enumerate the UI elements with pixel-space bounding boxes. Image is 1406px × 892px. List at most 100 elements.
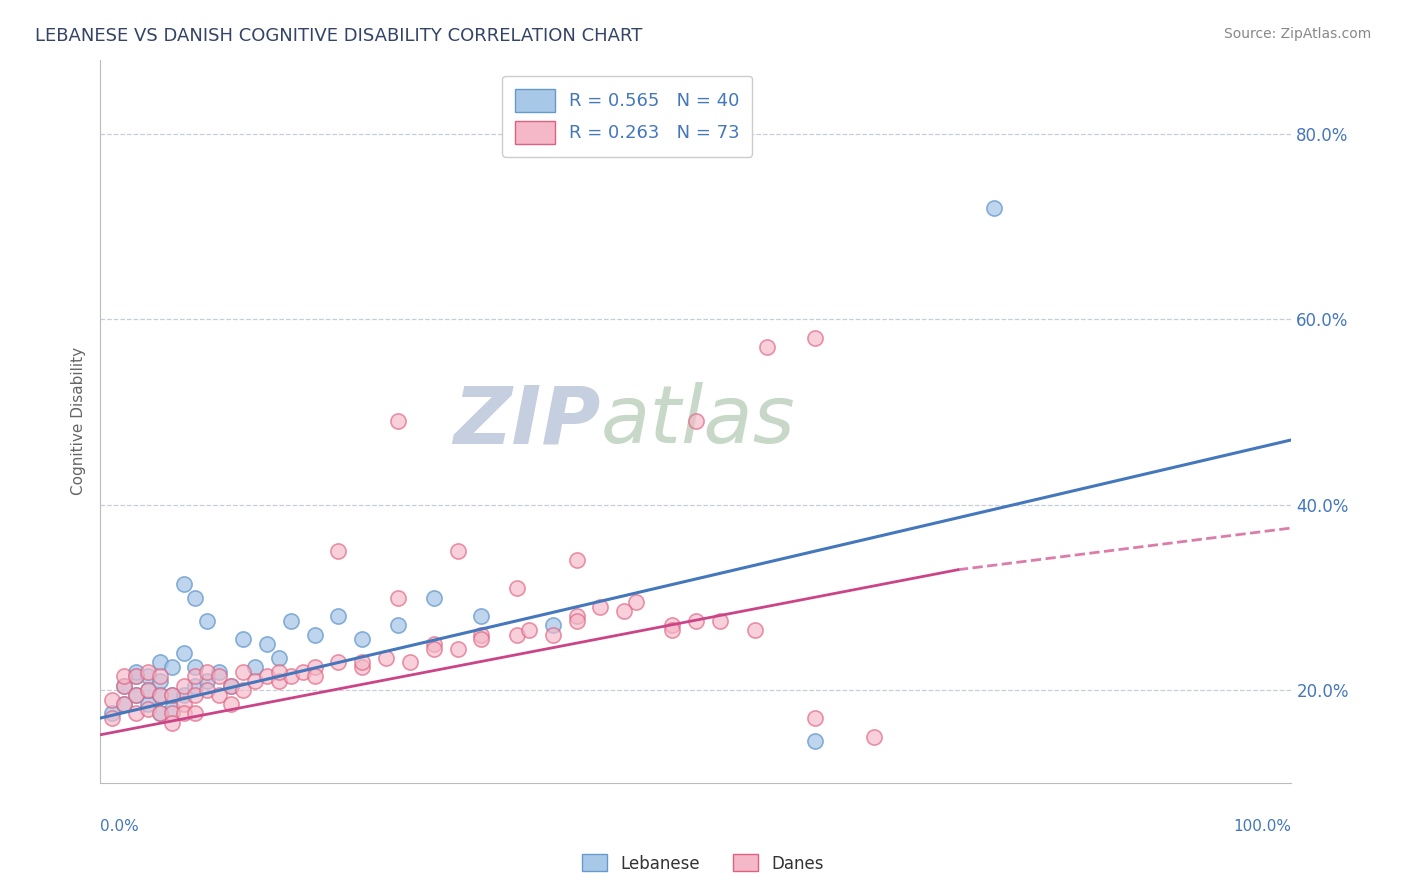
Point: [304, 627, 326, 641]
Point: [112, 679, 135, 693]
Y-axis label: Cognitive Disability: Cognitive Disability: [72, 347, 86, 495]
Point: [149, 688, 172, 702]
Point: [184, 660, 207, 674]
Point: [195, 614, 218, 628]
Point: [184, 679, 207, 693]
Point: [149, 706, 172, 721]
Point: [184, 706, 207, 721]
Point: [744, 623, 766, 637]
Point: [232, 665, 254, 679]
Point: [173, 576, 195, 591]
Text: 100.0%: 100.0%: [1233, 819, 1292, 834]
Point: [195, 665, 218, 679]
Text: LEBANESE VS DANISH COGNITIVE DISABILITY CORRELATION CHART: LEBANESE VS DANISH COGNITIVE DISABILITY …: [35, 27, 643, 45]
Point: [446, 544, 468, 558]
Point: [470, 632, 492, 647]
Point: [184, 591, 207, 605]
Point: [565, 614, 588, 628]
Point: [387, 618, 409, 632]
Point: [661, 618, 683, 632]
Point: [136, 665, 159, 679]
Point: [256, 669, 278, 683]
Point: [280, 614, 302, 628]
Point: [422, 591, 444, 605]
Point: [243, 660, 266, 674]
Point: [291, 665, 314, 679]
Point: [267, 650, 290, 665]
Point: [399, 656, 422, 670]
Point: [112, 697, 135, 711]
Point: [328, 656, 350, 670]
Point: [422, 641, 444, 656]
Point: [422, 637, 444, 651]
Legend: Lebanese, Danes: Lebanese, Danes: [575, 847, 831, 880]
Point: [709, 614, 731, 628]
Point: [256, 637, 278, 651]
Point: [541, 618, 564, 632]
Point: [470, 609, 492, 624]
Point: [125, 688, 148, 702]
Point: [565, 609, 588, 624]
Text: ZIP: ZIP: [453, 383, 600, 460]
Point: [352, 632, 374, 647]
Point: [446, 641, 468, 656]
Point: [101, 706, 124, 721]
Point: [125, 688, 148, 702]
Point: [589, 599, 612, 614]
Point: [219, 679, 242, 693]
Point: [280, 669, 302, 683]
Point: [160, 715, 183, 730]
Text: atlas: atlas: [600, 383, 796, 460]
Point: [328, 609, 350, 624]
Point: [173, 679, 195, 693]
Point: [304, 669, 326, 683]
Point: [541, 627, 564, 641]
Point: [352, 656, 374, 670]
Point: [219, 679, 242, 693]
Point: [101, 692, 124, 706]
Point: [195, 683, 218, 698]
Point: [243, 673, 266, 688]
Point: [112, 697, 135, 711]
Point: [304, 660, 326, 674]
Point: [101, 711, 124, 725]
Point: [506, 582, 529, 596]
Point: [149, 656, 172, 670]
Point: [125, 669, 148, 683]
Point: [112, 669, 135, 683]
Point: [219, 697, 242, 711]
Point: [661, 623, 683, 637]
Point: [375, 650, 398, 665]
Text: Source: ZipAtlas.com: Source: ZipAtlas.com: [1223, 27, 1371, 41]
Point: [685, 414, 707, 428]
Point: [160, 688, 183, 702]
Point: [136, 697, 159, 711]
Point: [626, 595, 648, 609]
Point: [160, 660, 183, 674]
Point: [232, 683, 254, 698]
Point: [173, 706, 195, 721]
Point: [173, 697, 195, 711]
Point: [125, 706, 148, 721]
Point: [267, 665, 290, 679]
Point: [983, 201, 1005, 215]
Point: [149, 688, 172, 702]
Point: [565, 553, 588, 567]
Point: [160, 706, 183, 721]
Point: [756, 340, 779, 354]
Legend: R = 0.565   N = 40, R = 0.263   N = 73: R = 0.565 N = 40, R = 0.263 N = 73: [502, 76, 752, 157]
Point: [804, 734, 827, 748]
Point: [160, 688, 183, 702]
Point: [387, 591, 409, 605]
Point: [160, 702, 183, 716]
Point: [685, 614, 707, 628]
Point: [267, 673, 290, 688]
Text: 0.0%: 0.0%: [100, 819, 139, 834]
Point: [149, 669, 172, 683]
Point: [136, 683, 159, 698]
Point: [112, 679, 135, 693]
Point: [517, 623, 540, 637]
Point: [208, 665, 231, 679]
Point: [804, 711, 827, 725]
Point: [804, 331, 827, 345]
